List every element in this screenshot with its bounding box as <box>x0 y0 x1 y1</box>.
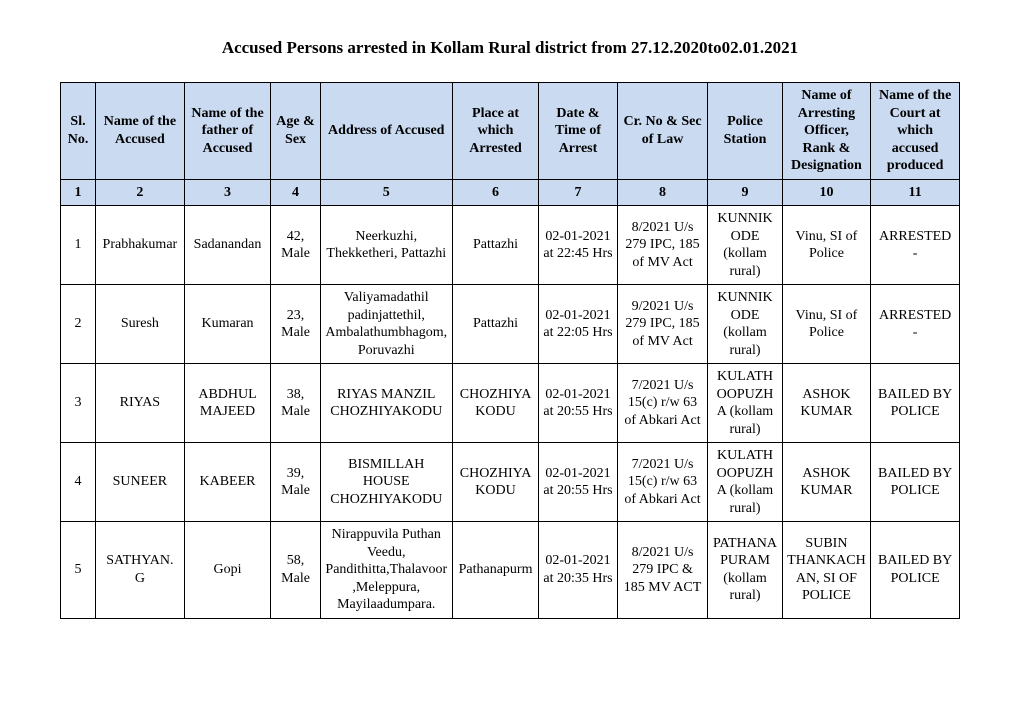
colnum: 6 <box>452 179 539 206</box>
cell-datetime: 02-01-2021 at 22:45 Hrs <box>539 206 617 285</box>
col-name: Name of the Accused <box>96 83 185 180</box>
colnum: 7 <box>539 179 617 206</box>
cell-sl: 5 <box>61 522 96 619</box>
col-sl: Sl. No. <box>61 83 96 180</box>
table-row: 2SureshKumaran23, MaleValiyamadathil pad… <box>61 285 960 364</box>
cell-station: KULATHOOPUZHA (kollam rural) <box>708 443 782 522</box>
table-row: 3RIYASABDHUL MAJEED38, MaleRIYAS MANZIL … <box>61 364 960 443</box>
cell-officer: Vinu, SI of Police <box>782 206 871 285</box>
colnum: 5 <box>320 179 452 206</box>
cell-court: BAILED BY POLICE <box>871 443 960 522</box>
cell-crno: 8/2021 U/s 279 IPC, 185 of MV Act <box>617 206 708 285</box>
arrests-table: Sl. No. Name of the Accused Name of the … <box>60 82 960 619</box>
cell-officer: SUBIN THANKACHAN, SI OF POLICE <box>782 522 871 619</box>
cell-age_sex: 23, Male <box>271 285 320 364</box>
cell-officer: Vinu, SI of Police <box>782 285 871 364</box>
cell-name: Prabhakumar <box>96 206 185 285</box>
colnum: 10 <box>782 179 871 206</box>
cell-court: ARRESTED - <box>871 285 960 364</box>
cell-station: PATHANAPURAM (kollam rural) <box>708 522 782 619</box>
cell-address: Neerkuzhi, Thekketheri, Pattazhi <box>320 206 452 285</box>
cell-officer: ASHOK KUMAR <box>782 443 871 522</box>
cell-station: KUNNIKODE (kollam rural) <box>708 285 782 364</box>
cell-name: RIYAS <box>96 364 185 443</box>
cell-datetime: 02-01-2021 at 20:55 Hrs <box>539 443 617 522</box>
colnum: 9 <box>708 179 782 206</box>
colnum: 2 <box>96 179 185 206</box>
cell-crno: 8/2021 U/s 279 IPC & 185 MV ACT <box>617 522 708 619</box>
cell-crno: 9/2021 U/s 279 IPC, 185 of MV Act <box>617 285 708 364</box>
cell-name: SATHYAN. G <box>96 522 185 619</box>
cell-father: Sadanandan <box>184 206 271 285</box>
col-place: Place at which Arrested <box>452 83 539 180</box>
col-court: Name of the Court at which accused produ… <box>871 83 960 180</box>
cell-court: BAILED BY POLICE <box>871 364 960 443</box>
header-row: Sl. No. Name of the Accused Name of the … <box>61 83 960 180</box>
cell-datetime: 02-01-2021 at 22:05 Hrs <box>539 285 617 364</box>
cell-father: Gopi <box>184 522 271 619</box>
cell-age_sex: 38, Male <box>271 364 320 443</box>
cell-address: BISMILLAH HOUSE CHOZHIYAKODU <box>320 443 452 522</box>
cell-place: CHOZHIYAKODU <box>452 364 539 443</box>
table-row: 4SUNEERKABEER39, MaleBISMILLAH HOUSE CHO… <box>61 443 960 522</box>
column-number-row: 1 2 3 4 5 6 7 8 9 10 11 <box>61 179 960 206</box>
cell-name: SUNEER <box>96 443 185 522</box>
colnum: 11 <box>871 179 960 206</box>
cell-address: Nirappuvila Puthan Veedu, Pandithitta,Th… <box>320 522 452 619</box>
cell-name: Suresh <box>96 285 185 364</box>
cell-age_sex: 39, Male <box>271 443 320 522</box>
cell-father: ABDHUL MAJEED <box>184 364 271 443</box>
cell-address: Valiyamadathil padinjattethil, Ambalathu… <box>320 285 452 364</box>
cell-crno: 7/2021 U/s 15(c) r/w 63 of Abkari Act <box>617 443 708 522</box>
cell-place: Pathanapurm <box>452 522 539 619</box>
cell-station: KULATHOOPUZHA (kollam rural) <box>708 364 782 443</box>
table-row: 1PrabhakumarSadanandan42, MaleNeerkuzhi,… <box>61 206 960 285</box>
page-title: Accused Persons arrested in Kollam Rural… <box>60 38 960 58</box>
cell-datetime: 02-01-2021 at 20:35 Hrs <box>539 522 617 619</box>
col-officer: Name of Arresting Officer, Rank & Design… <box>782 83 871 180</box>
cell-court: ARRESTED - <box>871 206 960 285</box>
cell-place: Pattazhi <box>452 285 539 364</box>
col-station: Police Station <box>708 83 782 180</box>
col-address: Address of Accused <box>320 83 452 180</box>
cell-father: Kumaran <box>184 285 271 364</box>
cell-place: Pattazhi <box>452 206 539 285</box>
cell-address: RIYAS MANZIL CHOZHIYAKODU <box>320 364 452 443</box>
cell-datetime: 02-01-2021 at 20:55 Hrs <box>539 364 617 443</box>
colnum: 8 <box>617 179 708 206</box>
cell-sl: 2 <box>61 285 96 364</box>
colnum: 3 <box>184 179 271 206</box>
cell-sl: 4 <box>61 443 96 522</box>
col-datetime: Date & Time of Arrest <box>539 83 617 180</box>
col-age-sex: Age & Sex <box>271 83 320 180</box>
cell-father: KABEER <box>184 443 271 522</box>
col-crno: Cr. No & Sec of Law <box>617 83 708 180</box>
cell-age_sex: 42, Male <box>271 206 320 285</box>
cell-place: CHOZHIYAKODU <box>452 443 539 522</box>
cell-sl: 3 <box>61 364 96 443</box>
cell-age_sex: 58, Male <box>271 522 320 619</box>
cell-officer: ASHOK KUMAR <box>782 364 871 443</box>
colnum: 1 <box>61 179 96 206</box>
colnum: 4 <box>271 179 320 206</box>
cell-court: BAILED BY POLICE <box>871 522 960 619</box>
cell-station: KUNNIKODE (kollam rural) <box>708 206 782 285</box>
col-father: Name of the father of Accused <box>184 83 271 180</box>
table-row: 5SATHYAN. GGopi58, MaleNirappuvila Putha… <box>61 522 960 619</box>
cell-crno: 7/2021 U/s 15(c) r/w 63 of Abkari Act <box>617 364 708 443</box>
cell-sl: 1 <box>61 206 96 285</box>
